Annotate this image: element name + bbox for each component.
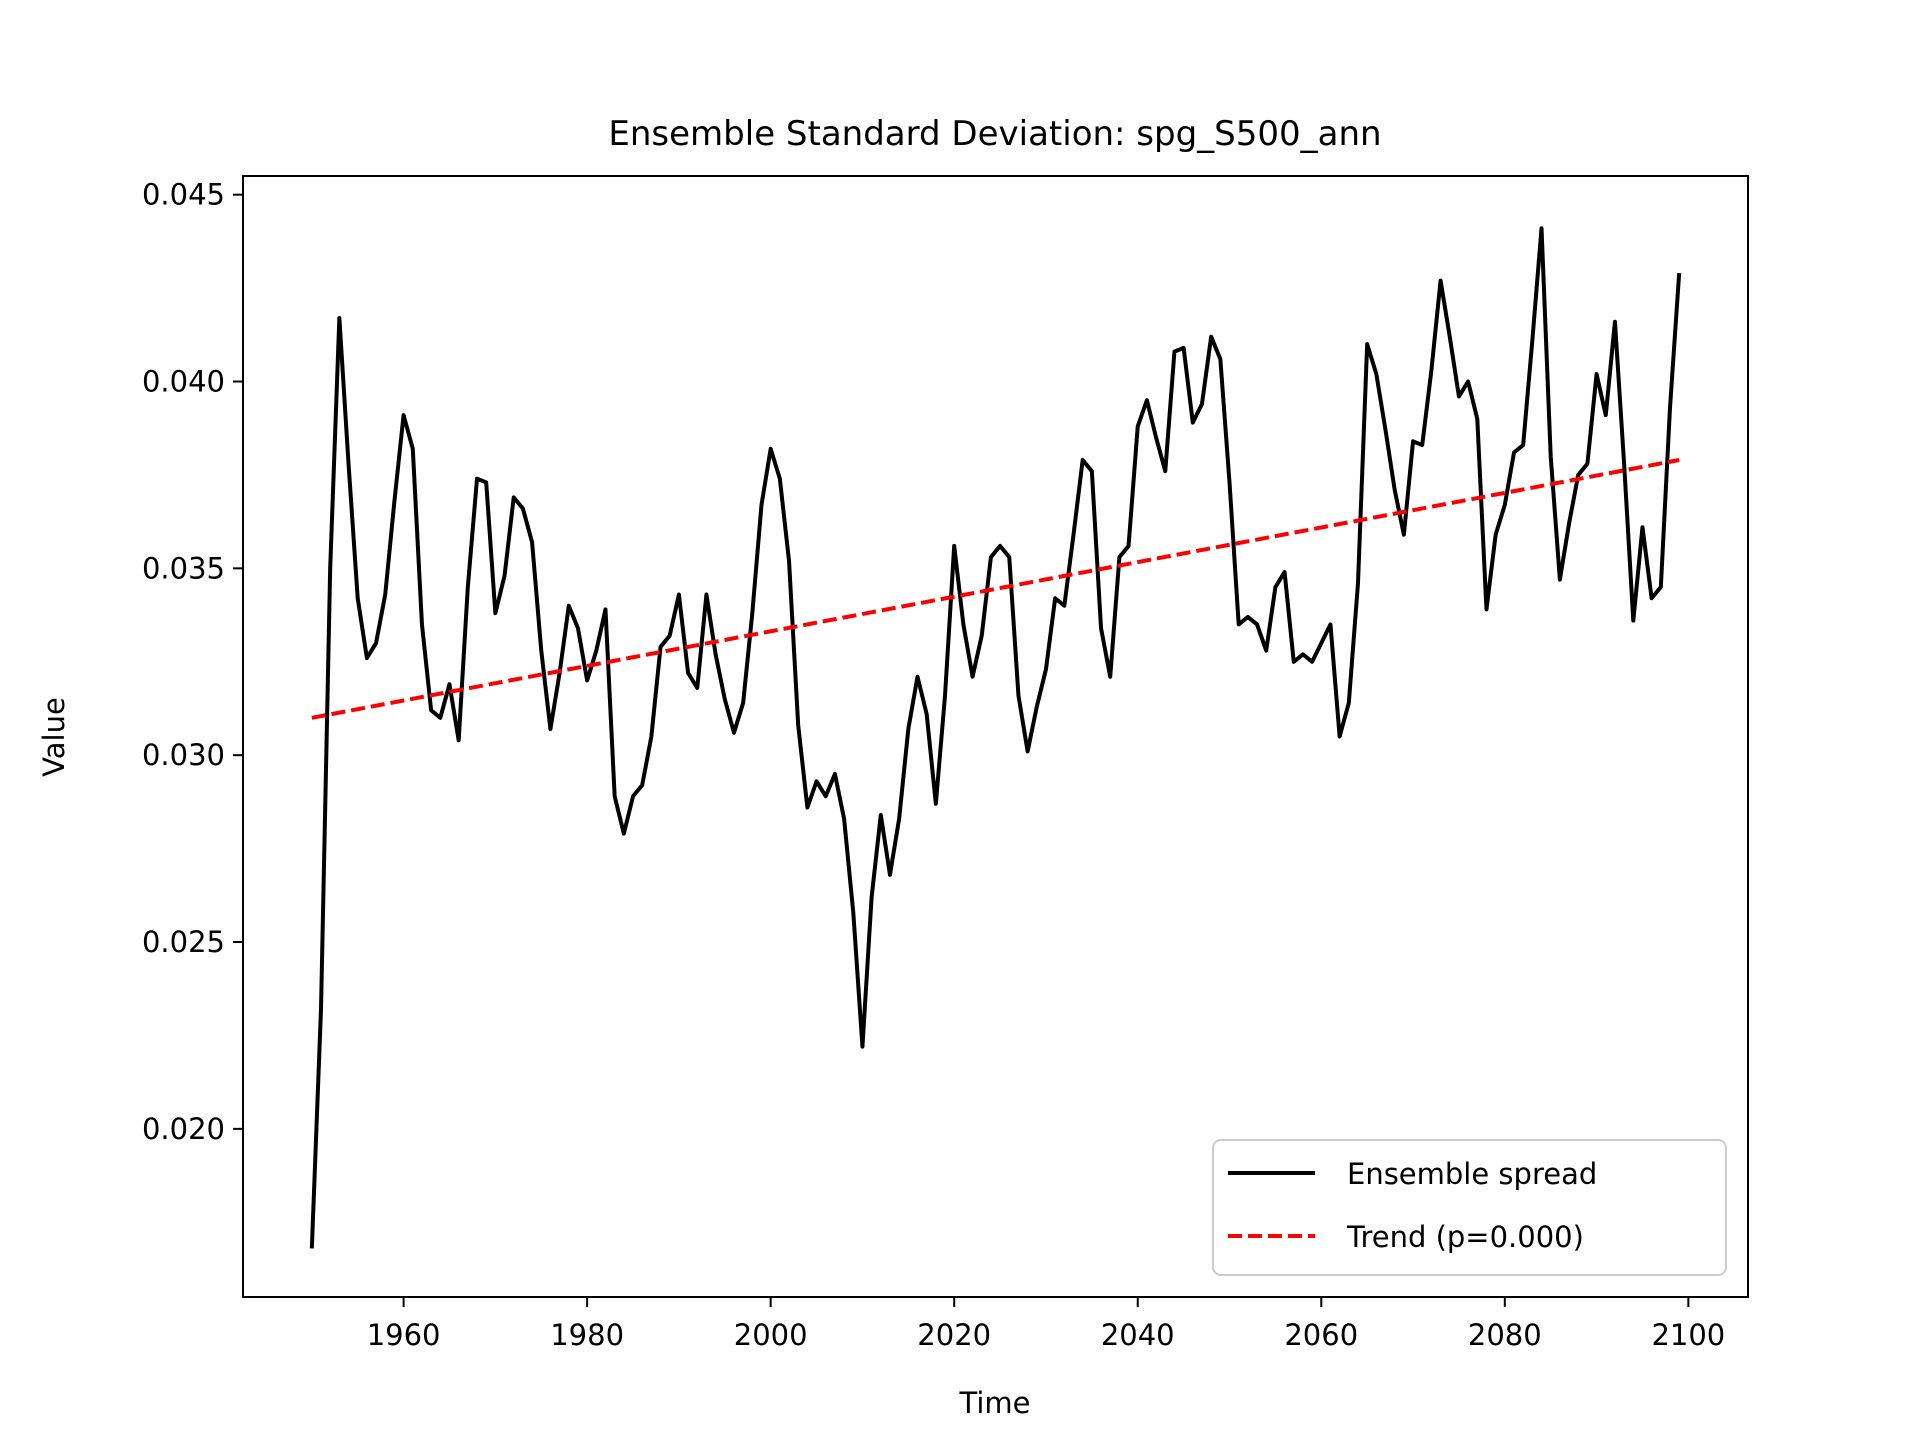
trend-line bbox=[311, 458, 1680, 720]
legend-label-trend: Trend (p=0.000) bbox=[1346, 1220, 1584, 1254]
legend-box bbox=[1212, 1139, 1727, 1276]
x-tick-label: 2020 bbox=[917, 1318, 991, 1352]
axis-ticks: 1960 1980 2000 2020 2040 2060 2080 2100 0.020 0.0… bbox=[142, 178, 1725, 1352]
x-tick-label: 2100 bbox=[1651, 1318, 1725, 1352]
y-axis-label: Value bbox=[37, 697, 71, 777]
plot-lines bbox=[309, 226, 1682, 1249]
x-axis-label: Time bbox=[959, 1386, 1031, 1420]
ensemble-spread-line bbox=[309, 226, 1682, 1249]
plot-frame bbox=[242, 175, 1749, 1298]
x-tick-label: 2040 bbox=[1101, 1318, 1175, 1352]
x-tick-label: 1980 bbox=[550, 1318, 624, 1352]
y-tick-label: 0.035 bbox=[142, 551, 225, 585]
y-tick-label: 0.040 bbox=[142, 365, 225, 399]
x-tick-label: 1960 bbox=[367, 1318, 441, 1352]
y-tick-label: 0.020 bbox=[142, 1112, 225, 1146]
x-tick-label: 2060 bbox=[1284, 1318, 1358, 1352]
legend-label-ensemble: Ensemble spread bbox=[1347, 1157, 1597, 1191]
x-tick-label: 2080 bbox=[1468, 1318, 1542, 1352]
y-tick-label: 0.025 bbox=[142, 925, 225, 959]
y-tick-label: 0.030 bbox=[142, 738, 225, 772]
x-tick-label: 2000 bbox=[734, 1318, 808, 1352]
legend: Ensemble spread Trend (p=0.000) bbox=[1212, 1139, 1727, 1276]
y-tick-label: 0.045 bbox=[142, 178, 225, 212]
chart-title: Ensemble Standard Deviation: spg_S500_an… bbox=[608, 114, 1381, 154]
